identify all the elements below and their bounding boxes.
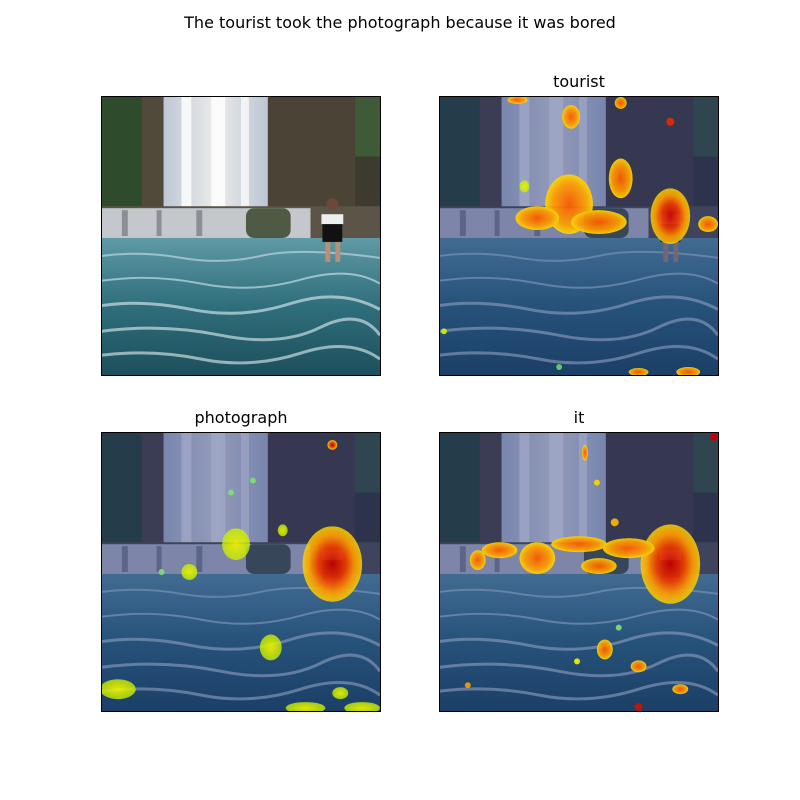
attention-map-tourist: [439, 96, 719, 376]
waterfall-photo: [102, 97, 380, 375]
attention-map-photograph: [101, 432, 381, 712]
attention-map-it: [439, 432, 719, 712]
panel-title-it: it: [573, 408, 585, 427]
attention-overlay: [102, 433, 380, 711]
panel-title-tourist: tourist: [553, 72, 605, 91]
panel-title-photograph: photograph: [194, 408, 288, 427]
attention-overlay: [440, 433, 718, 711]
attention-overlay: [440, 97, 718, 375]
figure-title: The tourist took the photograph because …: [184, 13, 616, 32]
original-photo: [101, 96, 381, 376]
